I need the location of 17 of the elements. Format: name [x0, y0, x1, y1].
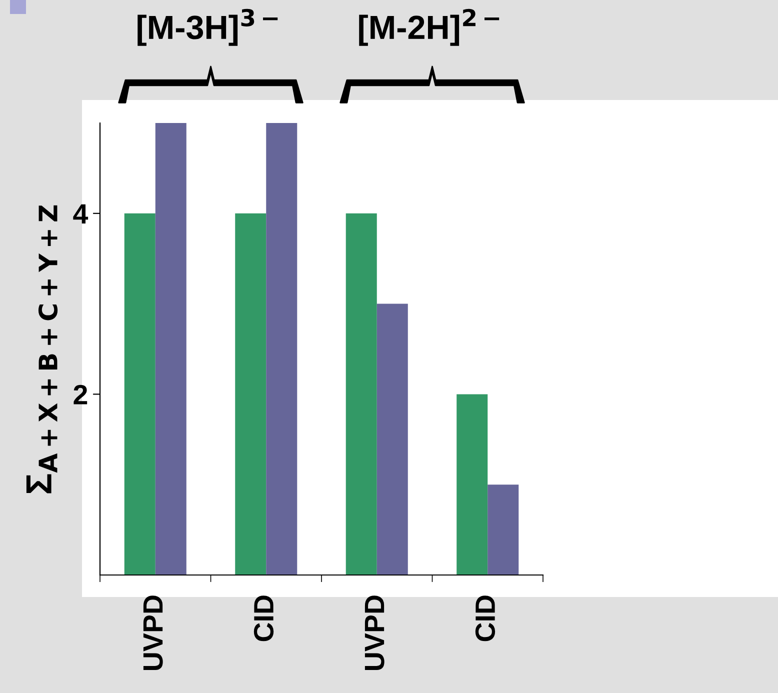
y-axis-title: Σ$_{A+X+B+C+Y+Z}$	[26, 205, 58, 494]
x-tick-label: UVPD	[143, 596, 163, 670]
bar	[155, 123, 186, 575]
bar	[488, 484, 519, 575]
y-tick-label: 4	[73, 204, 88, 224]
y-tick-label: 2	[74, 384, 88, 404]
bar	[456, 394, 488, 575]
bar	[266, 123, 298, 575]
x-tick-label: CID	[254, 596, 274, 642]
x-tick-label: UVPD	[364, 596, 384, 670]
bar	[346, 213, 377, 575]
text: [M-2H]$^{2−}$	[359, 8, 500, 46]
x-tick-label: CID	[475, 596, 496, 642]
text: [M-3H]$^{3−}$	[138, 8, 278, 46]
bar	[124, 213, 156, 575]
bar	[376, 304, 408, 575]
bar	[235, 213, 266, 575]
